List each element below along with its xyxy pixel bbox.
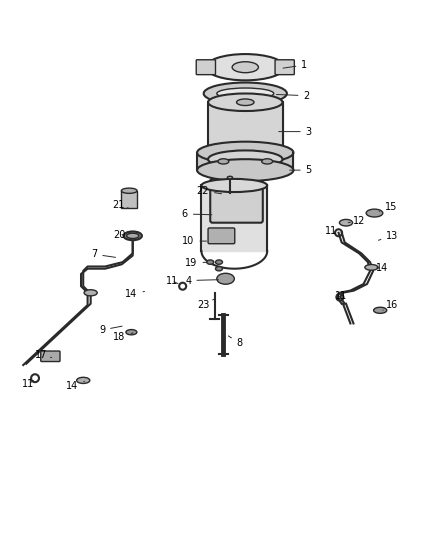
Text: 3: 3 xyxy=(279,127,312,136)
Ellipse shape xyxy=(215,266,223,271)
Text: 19: 19 xyxy=(185,258,207,268)
Text: 14: 14 xyxy=(66,381,85,391)
Ellipse shape xyxy=(215,260,223,264)
Text: 22: 22 xyxy=(197,185,222,196)
Ellipse shape xyxy=(127,233,139,238)
Ellipse shape xyxy=(366,209,383,217)
Bar xyxy=(121,191,137,208)
Text: 9: 9 xyxy=(99,325,122,335)
FancyBboxPatch shape xyxy=(41,351,60,361)
Ellipse shape xyxy=(207,260,214,264)
Ellipse shape xyxy=(208,150,283,168)
Ellipse shape xyxy=(197,142,293,164)
Text: 15: 15 xyxy=(379,203,397,212)
Text: 11: 11 xyxy=(22,379,35,389)
Text: 1: 1 xyxy=(283,60,307,70)
Text: 16: 16 xyxy=(383,300,398,310)
Ellipse shape xyxy=(84,290,97,296)
Text: 8: 8 xyxy=(228,336,243,348)
Ellipse shape xyxy=(365,264,378,270)
Text: 7: 7 xyxy=(91,249,116,259)
Ellipse shape xyxy=(217,273,234,284)
Ellipse shape xyxy=(227,176,233,179)
Text: 18: 18 xyxy=(113,332,133,342)
Text: 6: 6 xyxy=(182,209,212,219)
Ellipse shape xyxy=(77,377,90,383)
Ellipse shape xyxy=(237,99,254,106)
Ellipse shape xyxy=(217,88,274,99)
Text: 14: 14 xyxy=(376,263,388,273)
FancyBboxPatch shape xyxy=(208,228,235,244)
Bar xyxy=(197,152,293,170)
Ellipse shape xyxy=(339,220,353,226)
Ellipse shape xyxy=(126,329,137,335)
Ellipse shape xyxy=(262,159,273,164)
Text: 10: 10 xyxy=(182,236,207,246)
Ellipse shape xyxy=(232,62,258,72)
Text: 4: 4 xyxy=(185,276,219,286)
FancyBboxPatch shape xyxy=(210,179,263,223)
Text: 12: 12 xyxy=(348,215,365,225)
Text: 11: 11 xyxy=(166,276,178,286)
Bar xyxy=(208,102,283,159)
Text: 21: 21 xyxy=(112,200,129,210)
Text: 13: 13 xyxy=(378,231,399,241)
Ellipse shape xyxy=(218,159,229,164)
Ellipse shape xyxy=(124,231,142,240)
Ellipse shape xyxy=(206,54,285,80)
Ellipse shape xyxy=(204,83,287,104)
Text: 5: 5 xyxy=(290,165,312,175)
Text: 14: 14 xyxy=(125,289,145,299)
Text: 11: 11 xyxy=(325,227,338,237)
Text: 11: 11 xyxy=(335,291,347,301)
Ellipse shape xyxy=(201,179,267,192)
Text: 23: 23 xyxy=(198,300,214,310)
FancyBboxPatch shape xyxy=(275,60,294,75)
Ellipse shape xyxy=(197,159,293,181)
Ellipse shape xyxy=(208,93,283,111)
Ellipse shape xyxy=(121,188,137,193)
FancyBboxPatch shape xyxy=(196,60,215,75)
Text: 20: 20 xyxy=(113,230,125,239)
Text: 2: 2 xyxy=(276,91,310,101)
Ellipse shape xyxy=(374,307,387,313)
Text: 17: 17 xyxy=(35,350,52,360)
